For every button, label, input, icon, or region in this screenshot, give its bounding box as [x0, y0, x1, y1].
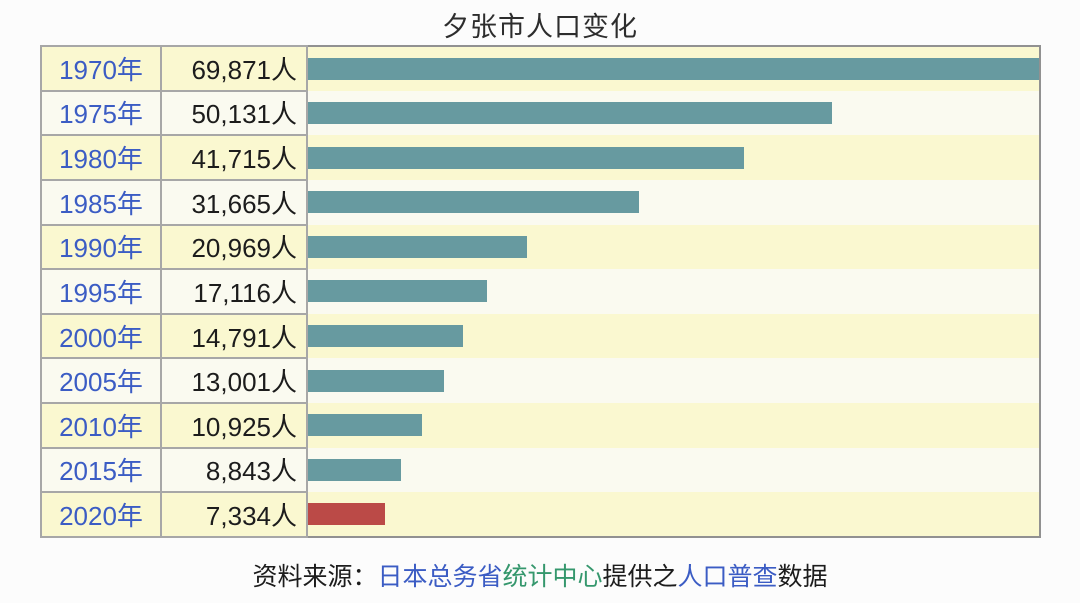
bar-cell	[306, 403, 1040, 448]
page-title: 夕张市人口变化	[442, 12, 638, 42]
year-cell: 1985年	[40, 178, 162, 226]
bar-cell	[306, 492, 1040, 537]
population-cell: 20,969人	[160, 223, 308, 271]
year-cell: 2015年	[40, 446, 162, 494]
table-row: 1970年 69,871人	[40, 45, 1040, 92]
bar-cell	[306, 269, 1040, 314]
population-cell: 50,131人	[160, 89, 308, 137]
population-cell: 69,871人	[160, 45, 308, 92]
table-row: 1990年 20,969人	[40, 223, 1040, 271]
year-cell: 1990年	[40, 223, 162, 271]
population-bar	[308, 146, 745, 169]
link-soumu-ministry[interactable]: 日本总务省	[377, 563, 503, 591]
population-cell: 17,116人	[160, 268, 308, 315]
year-cell: 2005年	[40, 357, 162, 404]
population-bar	[308, 235, 528, 258]
population-bar	[308, 101, 833, 124]
population-table-body: 1970年 69,871人 1975年 50,131人 1980年 41,715…	[40, 45, 1040, 538]
population-bar	[308, 458, 401, 481]
table-row: 2010年 10,925人	[40, 402, 1040, 449]
bar-cell	[306, 135, 1040, 180]
source-note-suffix: 数据	[777, 563, 828, 591]
table-row: 2005年 13,001人	[40, 357, 1040, 404]
year-cell: 1970年	[40, 45, 162, 92]
population-bar	[308, 280, 488, 303]
year-cell: 1975年	[40, 89, 162, 137]
population-bar	[308, 414, 423, 437]
population-cell: 41,715人	[160, 134, 308, 181]
link-statistics-center[interactable]: 统计中心	[502, 563, 603, 591]
table-row: 2000年 14,791人	[40, 312, 1040, 360]
population-table: 1970年 69,871人 1975年 50,131人 1980年 41,715…	[40, 45, 1041, 538]
bar-cell	[306, 46, 1040, 91]
table-row: 1985年 31,665人	[40, 178, 1040, 226]
population-cell: 8,843人	[160, 446, 308, 494]
bar-cell	[306, 447, 1040, 493]
table-row: 2015年 8,843人	[40, 446, 1040, 494]
population-bar	[308, 503, 385, 526]
link-population-census[interactable]: 人口普查	[677, 563, 778, 591]
table-row: 1980年 41,715人	[40, 134, 1040, 181]
population-cell: 31,665人	[160, 178, 308, 226]
bar-cell	[306, 313, 1040, 359]
year-cell: 1995年	[40, 268, 162, 315]
population-bar	[308, 325, 463, 348]
year-cell: 2020年	[40, 491, 162, 538]
population-cell: 10,925人	[160, 402, 308, 449]
year-cell: 2000年	[40, 312, 162, 360]
bar-cell	[306, 358, 1040, 403]
source-note-prefix: 资料来源：	[252, 563, 378, 591]
population-cell: 14,791人	[160, 312, 308, 360]
population-bar	[308, 191, 640, 214]
population-bar	[308, 369, 445, 392]
year-cell: 2010年	[40, 402, 162, 449]
bar-cell	[306, 224, 1040, 270]
bar-cell	[306, 90, 1040, 136]
table-row: 2020年 7,334人	[40, 491, 1040, 538]
table-row: 1995年 17,116人	[40, 268, 1040, 315]
population-cell: 13,001人	[160, 357, 308, 404]
year-cell: 1980年	[40, 134, 162, 181]
bar-cell	[306, 179, 1040, 225]
population-bar	[308, 57, 1039, 80]
source-note-middle: 提供之	[602, 563, 678, 591]
population-cell: 7,334人	[160, 491, 308, 538]
table-row: 1975年 50,131人	[40, 89, 1040, 137]
source-note: 资料来源：日本总务省统计中心提供之人口普查数据	[0, 557, 1080, 593]
